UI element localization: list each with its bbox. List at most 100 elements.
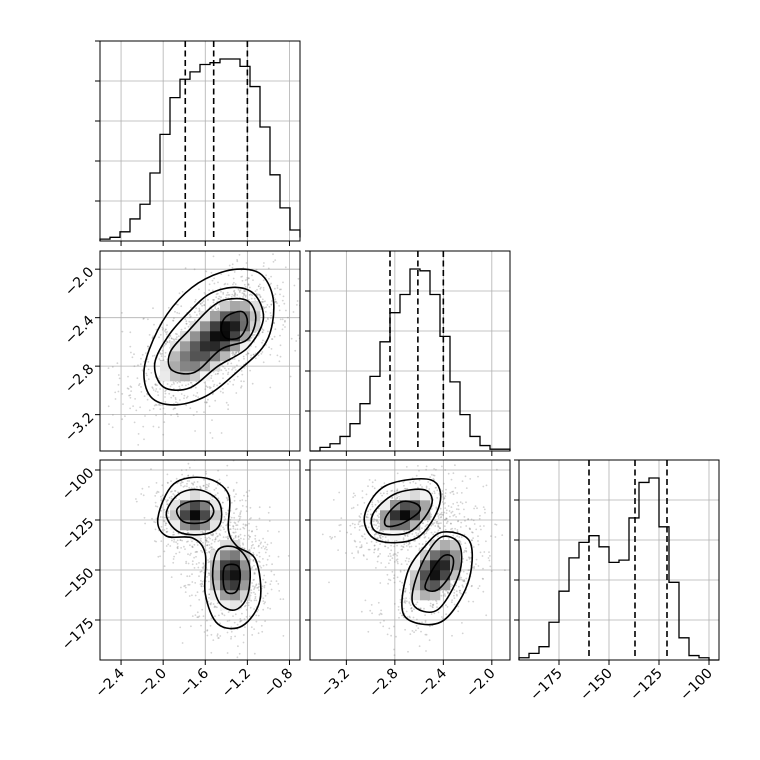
sample-point (143, 317, 145, 320)
x-tick-label: −2.4 (415, 665, 450, 700)
sample-point (198, 575, 200, 578)
sample-point (408, 667, 410, 669)
sample-point (365, 493, 368, 496)
sample-point (179, 539, 182, 541)
sample-point (206, 634, 209, 637)
sample-point (487, 557, 490, 559)
sample-point (417, 465, 419, 467)
sample-point (253, 599, 256, 602)
sample-point (227, 486, 229, 489)
density-cell (380, 510, 391, 521)
sample-point (195, 563, 198, 565)
sample-point (274, 328, 277, 331)
sample-point (227, 371, 230, 374)
sample-point (321, 533, 324, 536)
sample-point (213, 548, 216, 551)
sample-point (185, 320, 188, 323)
density-cell (240, 590, 251, 601)
sample-point (257, 285, 260, 288)
sample-point (204, 530, 207, 532)
density-cell (410, 500, 421, 511)
sample-point (444, 507, 447, 509)
contour-line-0 (175, 500, 215, 525)
sample-point (248, 522, 250, 525)
sample-point (391, 496, 394, 499)
density-cell (200, 311, 211, 322)
sample-point (208, 572, 211, 575)
sample-point (269, 386, 272, 389)
sample-point (374, 548, 376, 550)
sample-point (442, 514, 445, 516)
sample-point (251, 530, 253, 533)
contour-line-1 (424, 554, 455, 592)
sample-point (275, 301, 278, 303)
sample-point (473, 567, 476, 569)
sample-point (399, 569, 402, 572)
sample-point (362, 525, 364, 527)
sample-point (386, 492, 389, 495)
sample-point (419, 672, 421, 674)
density-cell (190, 361, 201, 372)
sample-point (231, 354, 234, 356)
sample-point (405, 597, 407, 600)
sample-point (390, 549, 393, 552)
sample-point (287, 555, 290, 557)
sample-point (207, 398, 209, 401)
sample-point (186, 395, 189, 398)
sample-point (257, 632, 260, 635)
sample-point (238, 290, 241, 292)
sample-point (444, 528, 447, 531)
sample-point (243, 290, 246, 292)
sample-point (202, 563, 205, 565)
sample-point (185, 323, 188, 325)
sample-point (371, 485, 374, 488)
density-cell (160, 371, 171, 382)
sample-point (201, 301, 204, 304)
sample-point (163, 508, 166, 511)
sample-point (426, 523, 429, 526)
sample-point (483, 525, 485, 527)
sample-point (176, 413, 179, 416)
sample-point (363, 555, 365, 557)
sample-point (156, 505, 159, 508)
sample-point (228, 619, 231, 622)
sample-point (160, 525, 163, 528)
sample-point (393, 581, 396, 584)
sample-point (205, 401, 208, 404)
sample-point (221, 507, 224, 510)
sample-point (273, 245, 275, 247)
sample-point (256, 554, 258, 557)
contour-line-0 (383, 500, 422, 528)
sample-point (224, 367, 226, 370)
sample-point (130, 351, 132, 354)
density-cell (450, 560, 461, 571)
density-cell (410, 520, 421, 531)
sample-point (249, 369, 252, 372)
sample-point (263, 586, 266, 589)
sample-point (262, 608, 265, 611)
sample-point (159, 333, 162, 336)
density-cell (190, 371, 201, 382)
sample-point (163, 565, 166, 568)
sample-point (211, 539, 214, 541)
sample-point (423, 532, 426, 535)
sample-point (164, 343, 167, 345)
sample-point (453, 592, 456, 594)
density-cell (200, 321, 211, 332)
sample-point (254, 538, 257, 540)
sample-point (189, 544, 191, 547)
sample-point (176, 402, 179, 405)
sample-point (191, 560, 194, 563)
sample-point (421, 486, 423, 488)
sample-point (148, 409, 151, 412)
sample-point (211, 419, 213, 421)
sample-point (121, 418, 124, 421)
sample-point (190, 625, 192, 628)
density-cell (160, 361, 171, 372)
sample-point (176, 539, 179, 542)
sample-point (238, 652, 241, 655)
sample-point (469, 528, 471, 530)
density-cell (440, 540, 451, 551)
sample-point (463, 508, 465, 511)
sample-point (354, 523, 356, 526)
